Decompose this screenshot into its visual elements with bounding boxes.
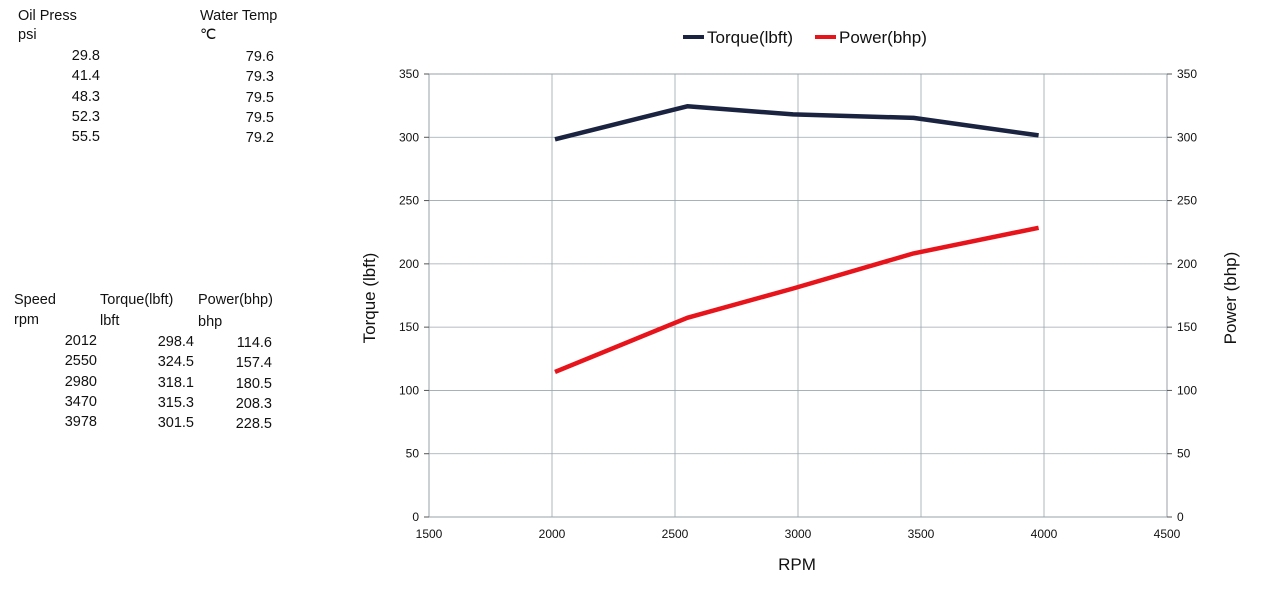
oil-value: 41.4	[71, 68, 100, 84]
x-tick-label: 2500	[662, 527, 689, 541]
y-tick-label: 250	[399, 194, 419, 208]
x-tick-label: 4000	[1031, 527, 1058, 541]
power-cell: 228.5	[235, 416, 272, 432]
y-tick-label: 100	[399, 383, 419, 397]
water-value: 79.5	[245, 90, 274, 106]
speed-cell: 2012	[64, 333, 97, 349]
power-cell: 208.3	[235, 396, 272, 412]
legend-label: Torque(lbft)	[707, 28, 793, 47]
water-temp-unit: ℃	[200, 27, 217, 43]
y-tick-label: 350	[399, 67, 419, 81]
y2-axis-label: Power (bhp)	[1221, 252, 1240, 345]
oil-press-unit: psi	[18, 27, 37, 43]
speed-cell: 3978	[64, 414, 97, 430]
power-header: Power(bhp)	[198, 292, 273, 308]
speed-cell: 2980	[64, 374, 97, 390]
y-tick-label: 300	[399, 130, 419, 144]
power-series-line	[554, 225, 1040, 374]
x-tick-label: 2000	[539, 527, 566, 541]
y2-tick-label: 200	[1177, 257, 1197, 271]
legend-label: Power(bhp)	[839, 28, 927, 47]
y2-tick-label: 100	[1177, 383, 1197, 397]
oil-value: 52.3	[71, 109, 100, 125]
oil-value: 55.5	[71, 129, 100, 145]
x-tick-label: 4500	[1154, 527, 1181, 541]
y2-tick-label: 300	[1177, 130, 1197, 144]
oil-value: 29.8	[71, 48, 100, 64]
torque-header: Torque(lbft)	[100, 292, 174, 308]
y2-tick-label: 50	[1177, 447, 1191, 461]
water-value: 79.3	[245, 69, 274, 85]
x-tick-label: 3500	[908, 527, 935, 541]
speed-unit: rpm	[14, 312, 39, 328]
torque-unit: lbft	[100, 313, 120, 329]
speed-header: Speed	[14, 292, 56, 308]
power-cell: 114.6	[236, 335, 272, 351]
grid	[428, 73, 1168, 518]
y2-tick-label: 250	[1177, 194, 1197, 208]
x-axis-label: RPM	[778, 555, 816, 574]
legend: Torque(lbft) Power(bhp)	[683, 28, 927, 47]
y-axis-label: Torque (lbft)	[360, 253, 379, 344]
series	[554, 104, 1040, 374]
power-unit: bhp	[198, 314, 223, 330]
axes: 1500 2000 2500 3000 3500 4000 4500050100150200…	[399, 67, 1197, 541]
torque-cell: 301.5	[157, 415, 194, 431]
x-tick-label: 3000	[785, 527, 812, 541]
water-temp-header: Water Temp	[200, 8, 278, 24]
water-value: 79.6	[245, 49, 274, 65]
y-tick-label: 0	[412, 510, 419, 524]
y2-tick-label: 350	[1177, 67, 1197, 81]
speed-cell: 3470	[64, 394, 97, 410]
torque-cell: 315.3	[157, 395, 194, 411]
y2-tick-label: 150	[1177, 320, 1197, 334]
y-tick-label: 50	[406, 447, 420, 461]
power-cell: 180.5	[235, 376, 272, 392]
y-tick-label: 150	[399, 320, 419, 334]
speed-cell: 2550	[64, 353, 97, 369]
x-tick-label: 1500	[416, 527, 443, 541]
oil-value: 48.3	[71, 89, 100, 105]
torque-cell: 324.5	[157, 354, 194, 370]
torque-cell: 318.1	[157, 375, 194, 391]
y2-tick-label: 0	[1177, 510, 1184, 524]
torque-cell: 298.4	[157, 334, 194, 350]
water-value: 79.2	[245, 130, 274, 146]
water-value: 79.5	[245, 110, 274, 126]
y-tick-label: 200	[399, 257, 419, 271]
torque-series-line	[554, 104, 1039, 142]
oil-press-header: Oil Press	[18, 8, 77, 24]
power-cell: 157.4	[235, 355, 272, 371]
